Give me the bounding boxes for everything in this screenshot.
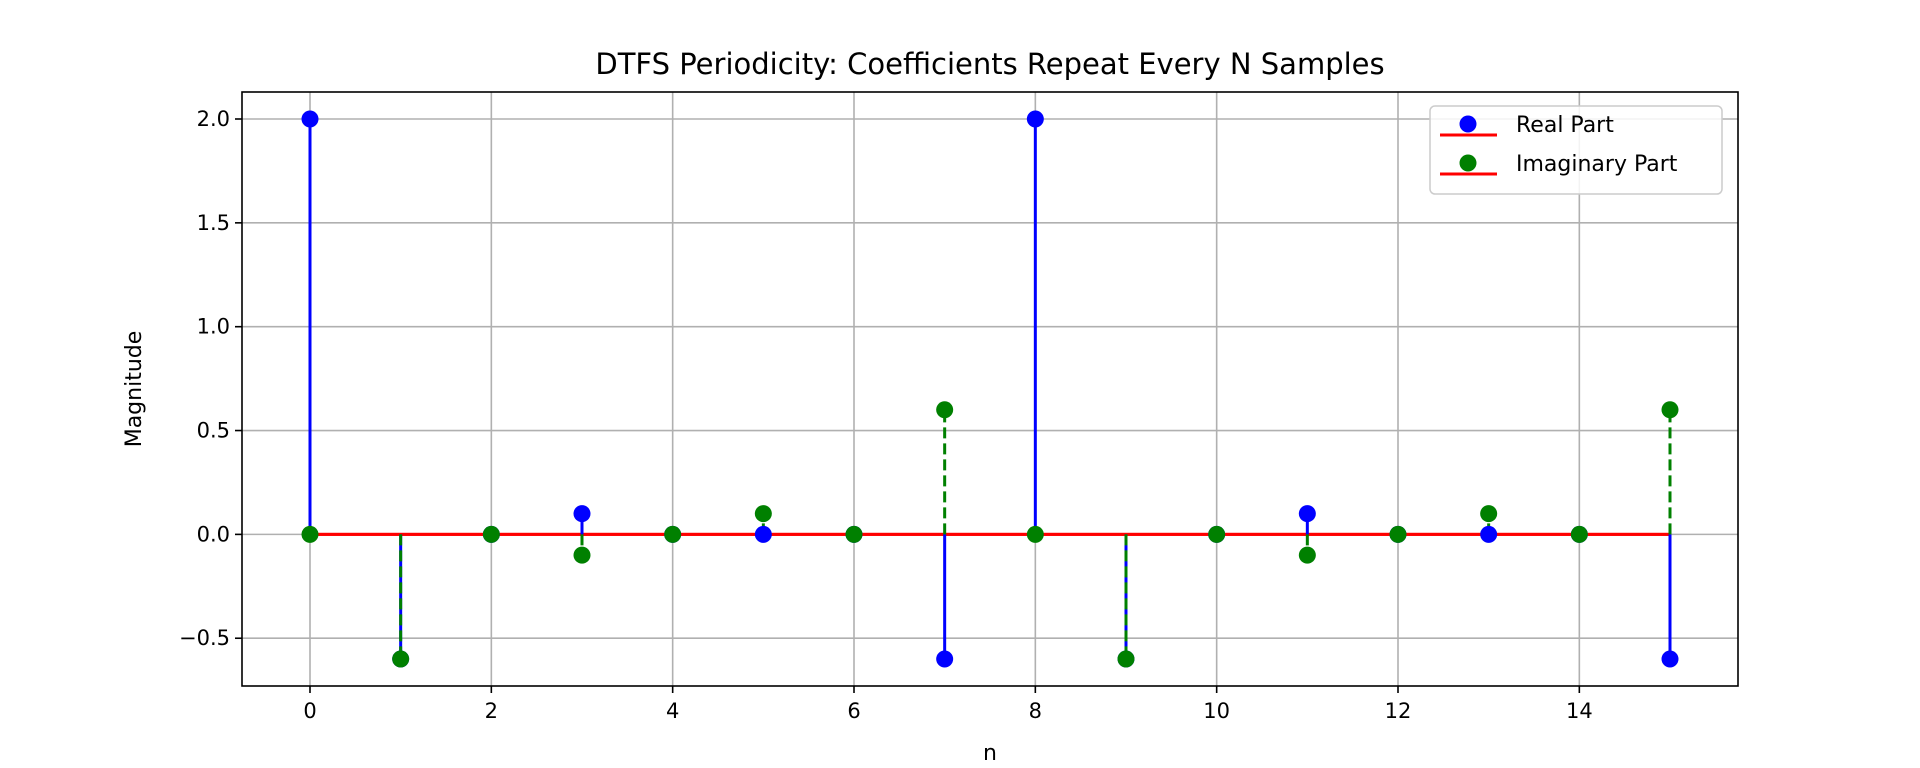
x-axis-title: n: [983, 741, 997, 766]
plot-frame: [241, 91, 1739, 687]
y-tick-label: −0.5: [179, 626, 230, 650]
x-tick-label: 8: [1029, 699, 1042, 723]
stem-marker: [1026, 525, 1044, 543]
stem-marker: [301, 110, 319, 128]
stem-marker: [392, 650, 410, 668]
stem-marker: [754, 525, 772, 543]
stem-marker: [1298, 546, 1316, 564]
legend-label: Real Part: [1516, 113, 1614, 138]
stem-marker: [1298, 505, 1316, 523]
stem-marker: [1480, 505, 1498, 523]
stems: [308, 119, 1672, 659]
y-tick-label: 1.0: [197, 315, 230, 339]
stem-marker: [301, 525, 319, 543]
stem-marker: [1661, 650, 1679, 668]
stem-marker: [936, 401, 954, 419]
x-tick-label: 12: [1385, 699, 1412, 723]
x-axis-ticks: 0 2 4 6 8 10 12 14: [303, 686, 1593, 723]
x-tick-label: 2: [485, 699, 498, 723]
markers: [301, 110, 1679, 668]
stem-marker: [1117, 650, 1135, 668]
legend-label: Imaginary Part: [1516, 152, 1678, 177]
legend: Real Part Imaginary Part: [1429, 105, 1723, 195]
stem-marker: [482, 525, 500, 543]
stem-marker: [573, 505, 591, 523]
stem-marker: [1208, 525, 1226, 543]
y-tick-label: 1.5: [197, 211, 230, 235]
stem-marker: [936, 650, 954, 668]
stem-marker: [1570, 525, 1588, 543]
chart-title: DTFS Periodicity: Coefficients Repeat Ev…: [595, 47, 1384, 81]
x-tick-label: 6: [847, 699, 860, 723]
y-axis-ticks: −0.5 0.0 0.5 1.0 1.5 2.0: [179, 107, 242, 650]
x-tick-label: 4: [666, 699, 679, 723]
y-axis-title: Magnitude: [122, 331, 147, 448]
x-tick-label: 0: [303, 699, 316, 723]
legend-marker: [1459, 115, 1477, 133]
legend-marker: [1459, 154, 1477, 172]
legend-box: [1429, 105, 1723, 195]
stem-marker: [1661, 401, 1679, 419]
stem-marker: [573, 546, 591, 564]
x-tick-label: 14: [1566, 699, 1593, 723]
stem-marker: [664, 525, 682, 543]
x-tick-label: 10: [1203, 699, 1230, 723]
stem-marker: [1389, 525, 1407, 543]
stem-marker: [1026, 110, 1044, 128]
stem-marker: [845, 525, 863, 543]
y-tick-label: 2.0: [197, 107, 230, 131]
y-tick-label: 0.0: [197, 522, 230, 546]
stem-marker: [1480, 525, 1498, 543]
y-tick-label: 0.5: [197, 419, 230, 443]
stem-marker: [754, 505, 772, 523]
